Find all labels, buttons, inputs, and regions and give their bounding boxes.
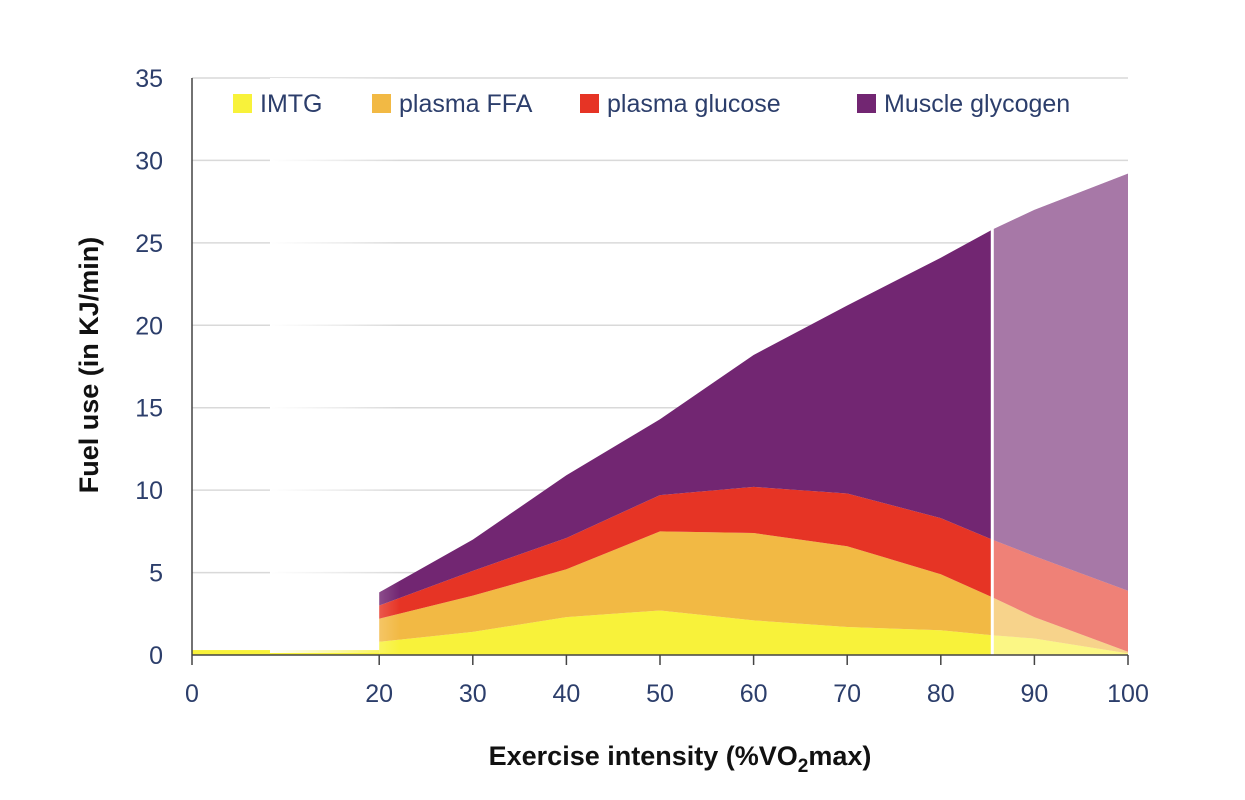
- legend-label-imtg: IMTG: [260, 90, 323, 118]
- x-tick-label-9: 100: [1107, 680, 1149, 708]
- legend-label-muscle-glycogen: Muscle glycogen: [884, 90, 1070, 118]
- tint-plasma-glucose: [992, 539, 1128, 652]
- y-axis-title: Fuel use (in KJ/min): [74, 237, 104, 494]
- tint-muscle-glycogen: [992, 173, 1128, 591]
- x-tick-label-8: 90: [1020, 680, 1048, 708]
- x-axis-title: Exercise intensity (%VO2max): [489, 741, 872, 777]
- x-tick-label-0: 0: [185, 680, 199, 708]
- y-tick-label-6: 30: [135, 147, 163, 175]
- legend-swatch-muscle-glycogen: [857, 94, 876, 113]
- x-tick-label-6: 70: [833, 680, 861, 708]
- beyond-threshold-tint: [992, 173, 1128, 655]
- x-tick-label-5: 60: [740, 680, 768, 708]
- low-intensity-fade: [270, 78, 400, 653]
- y-tick-label-7: 35: [135, 65, 163, 93]
- x-tick-label-2: 30: [459, 680, 487, 708]
- legend-swatch-plasma-ffa: [372, 94, 391, 113]
- area-muscle-glycogen: [379, 173, 1128, 606]
- y-tick-labels: 0 5 10 15 20 25 30 35: [135, 65, 163, 670]
- tint-imtg: [992, 635, 1128, 655]
- y-tick-label-1: 5: [149, 560, 163, 588]
- legend-swatch-plasma-glucose: [580, 94, 599, 113]
- y-tick-label-2: 10: [135, 477, 163, 505]
- legend-label-plasma-glucose: plasma glucose: [607, 90, 781, 118]
- legend-swatch-imtg: [233, 94, 252, 113]
- legend: IMTG plasma FFA plasma glucose Muscle glyco…: [233, 90, 1070, 118]
- stacked-areas: [192, 173, 1128, 655]
- legend-label-plasma-ffa: plasma FFA: [399, 90, 533, 118]
- y-tick-label-4: 20: [135, 312, 163, 340]
- area-plasma-ffa: [379, 531, 1128, 654]
- y-tick-label-5: 25: [135, 230, 163, 258]
- x-tick-label-7: 80: [927, 680, 955, 708]
- y-tick-label-0: 0: [149, 642, 163, 670]
- area-imtg: [379, 610, 1128, 655]
- tint-plasma-ffa: [992, 597, 1128, 654]
- area-plasma-glucose: [379, 486, 1128, 652]
- x-tick-label-3: 40: [552, 680, 580, 708]
- x-tick-label-4: 50: [646, 680, 674, 708]
- x-tick-label-1: 20: [365, 680, 393, 708]
- y-tick-label-3: 15: [135, 395, 163, 423]
- x-tick-labels: 0 20 30 40 50 60 70 80 90 100: [185, 655, 1149, 708]
